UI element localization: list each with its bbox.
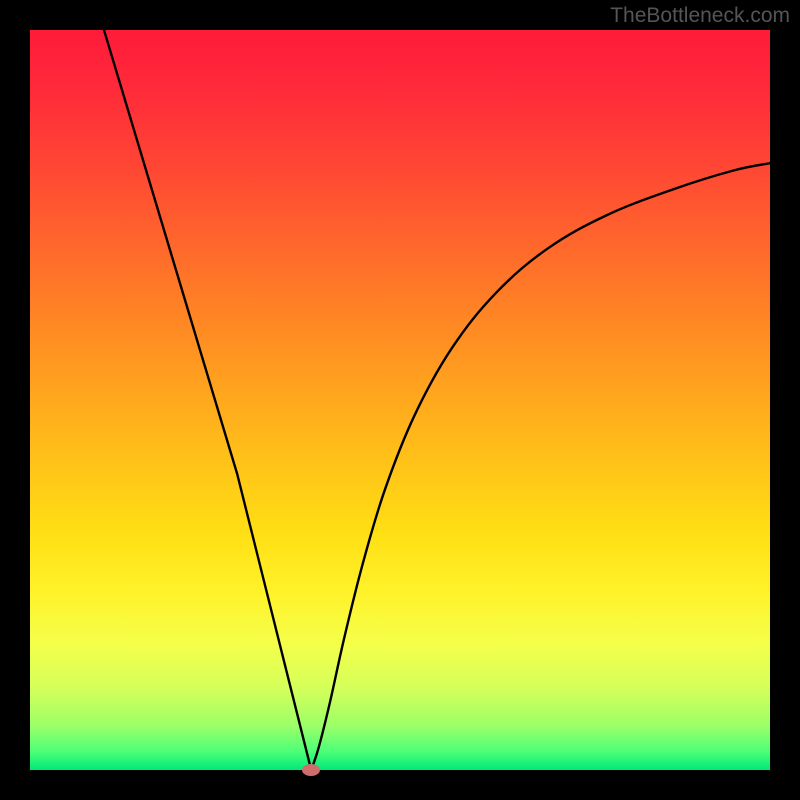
chart-curve [30, 30, 770, 770]
watermark-text: TheBottleneck.com [610, 4, 790, 28]
chart-plot-area [30, 30, 770, 770]
minimum-marker [302, 764, 320, 776]
